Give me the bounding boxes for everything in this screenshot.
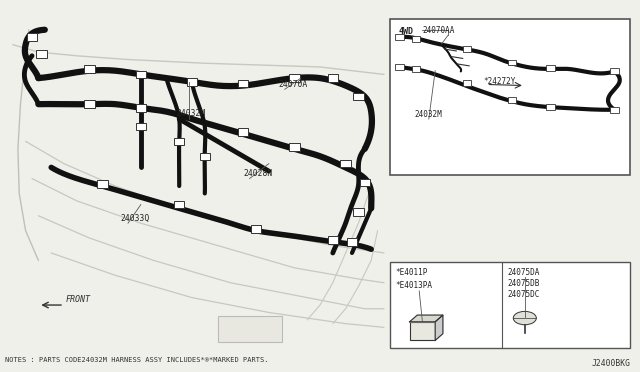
Bar [360,179,370,186]
Bar [289,74,300,82]
Bar [412,36,420,42]
Bar [36,50,47,58]
Bar [611,107,619,113]
Bar [463,80,471,86]
Text: 24033Q: 24033Q [120,214,150,223]
Bar [136,71,146,78]
Bar [136,123,146,130]
Bar [353,208,364,216]
Bar [238,128,248,136]
Text: 24070AA: 24070AA [422,26,455,35]
Text: 24070A: 24070A [278,80,308,89]
Bar [463,46,471,52]
Bar [218,316,282,342]
Bar [328,74,338,82]
Bar [84,100,95,108]
Bar [174,201,184,208]
Bar [353,93,364,100]
Text: 24075DA: 24075DA [508,268,540,277]
Text: NOTES : PARTS CODE24032M HARNESS ASSY INCLUDES*®*MARKED PARTS.: NOTES : PARTS CODE24032M HARNESS ASSY IN… [5,357,269,363]
Bar [412,66,420,72]
Bar [97,180,108,188]
Bar [251,225,261,232]
Bar [27,33,37,41]
Polygon shape [410,315,443,322]
Text: 24075DC: 24075DC [508,291,540,299]
Bar [508,97,516,103]
Text: 24028N: 24028N [243,169,273,178]
Bar [508,60,516,65]
Bar [390,262,630,348]
Bar [238,80,248,87]
Bar [347,238,357,246]
Circle shape [513,311,536,325]
Text: 24032M: 24032M [176,109,205,118]
Bar [289,143,300,151]
Bar [390,19,630,175]
Bar [340,160,351,167]
Polygon shape [435,315,443,340]
Text: 24075DB: 24075DB [508,279,540,288]
Bar [396,34,404,40]
Bar [396,64,404,70]
Text: *24272Y: *24272Y [483,77,516,86]
Bar [174,138,184,145]
Bar [547,65,555,71]
Bar [547,104,555,110]
Bar [200,153,210,160]
Bar [136,104,146,112]
Text: 4WD: 4WD [398,28,413,36]
Text: 24032M: 24032M [415,110,442,119]
Text: *E4011P: *E4011P [396,268,428,277]
Bar [611,68,619,74]
Text: *E4013PA: *E4013PA [396,281,433,290]
Bar [410,322,435,340]
Text: J2400BKG: J2400BKG [591,359,630,368]
Bar [328,236,338,244]
Bar [187,78,197,86]
Text: FRONT: FRONT [66,295,91,304]
Bar [84,65,95,73]
